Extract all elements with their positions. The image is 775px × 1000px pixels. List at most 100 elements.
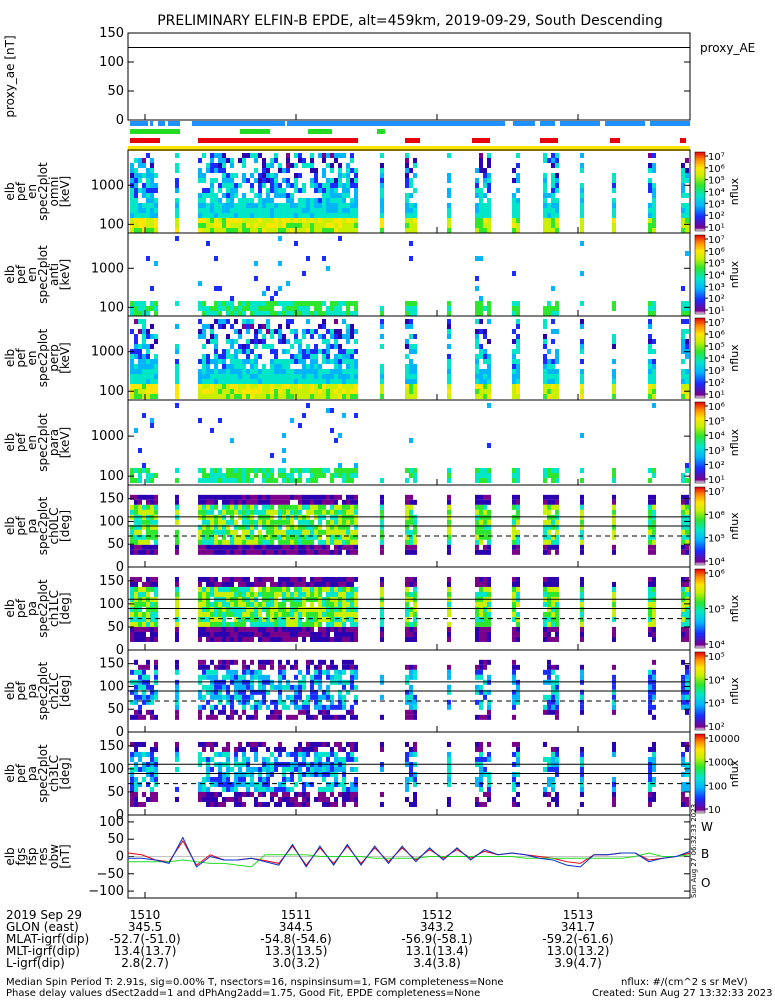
heatmap-cell (350, 601, 354, 607)
heatmap-cell (512, 379, 516, 384)
heatmap-cell (413, 544, 417, 550)
heatmap-cell (409, 549, 413, 555)
heatmap-cell (175, 751, 179, 757)
heatmap-cell (294, 684, 298, 690)
heatmap-cell (543, 374, 547, 379)
heatmap-cell (214, 256, 218, 261)
heatmap-cell (298, 473, 302, 478)
heatmap-cell (138, 756, 142, 762)
heatmap-cell (234, 339, 238, 344)
heatmap-cell (150, 636, 154, 642)
heatmap-cell (198, 544, 202, 550)
heatmap-cell (154, 499, 158, 505)
heatmap-cell (555, 158, 559, 163)
heatmap-cell (230, 709, 234, 715)
heatmap-cell (555, 694, 559, 700)
heatmap-cell (242, 178, 246, 183)
heatmap-cell (555, 524, 559, 530)
heatmap-cell (543, 766, 547, 772)
heatmap-cell (218, 389, 222, 394)
heatmap-cell (551, 746, 555, 752)
heatmap-cell (483, 306, 487, 311)
heatmap-cell (318, 796, 322, 802)
heatmap-cell (409, 576, 413, 582)
heatmap-cell (475, 384, 479, 389)
heatmap-cell (254, 606, 258, 612)
heatmap-cell (652, 311, 656, 316)
heatmap-cell (142, 334, 146, 339)
heatmap-cell (350, 534, 354, 540)
heatmap-cell (322, 616, 326, 622)
heatmap-cell (413, 228, 417, 233)
heatmap-cell (350, 781, 354, 787)
heatmap-cell (322, 468, 326, 473)
heatmap-cell (346, 379, 350, 384)
heatmap-cell (487, 786, 491, 792)
heatmap-cell (266, 674, 270, 680)
heatmap-cell (130, 781, 134, 787)
heatmap-cell (175, 669, 179, 675)
heatmap-cell (286, 796, 290, 802)
heatmap-cell (512, 576, 516, 582)
heatmap-cell (282, 621, 286, 627)
heatmap-cell (294, 751, 298, 757)
heatmap-cell (516, 208, 520, 213)
heatmap-cell (685, 694, 689, 700)
heatmap-cell (405, 694, 409, 700)
heatmap-cell (250, 674, 254, 680)
heatmap-cell (175, 236, 179, 241)
heatmap-cell (322, 626, 326, 632)
heatmap-cell (648, 549, 652, 555)
heatmap-cell (354, 499, 358, 505)
heatmap-cell (543, 591, 547, 597)
heatmap-cell (413, 389, 417, 394)
heatmap-cell (483, 168, 487, 173)
heatmap-cell (150, 364, 154, 369)
heatmap-cell (306, 669, 310, 675)
heatmap-cell (270, 549, 274, 555)
heatmap-cell (483, 384, 487, 389)
heatmap-cell (314, 183, 318, 188)
heatmap-cell (648, 374, 652, 379)
heatmap-cell (346, 504, 350, 510)
heatmap-cell (282, 796, 286, 802)
heatmap-cell (413, 213, 417, 218)
heatmap-cell (290, 311, 294, 316)
heatmap-cell (234, 776, 238, 782)
heatmap-cell (681, 384, 685, 389)
heatmap-cell (278, 796, 282, 802)
heatmap-cell (294, 539, 298, 545)
heatmap-cell (286, 213, 290, 218)
heatmap-cell (551, 499, 555, 505)
heatmap-cell (230, 311, 234, 316)
heatmap-cell (612, 616, 616, 622)
heatmap-cell (314, 198, 318, 203)
heatmap-cell (346, 218, 350, 223)
heatmap-cell (202, 509, 206, 515)
heatmap-cell (342, 766, 346, 772)
heatmap-cell (447, 771, 451, 777)
heatmap-cell (543, 384, 547, 389)
heatmap-cell (612, 468, 616, 473)
heatmap-cell (242, 606, 246, 612)
heatmap-cell (685, 354, 689, 359)
heatmap-cell (298, 606, 302, 612)
heatmap-cell (274, 354, 278, 359)
heatmap-cell (290, 301, 294, 306)
heatmap-cell (346, 374, 350, 379)
heatmap-cell (146, 168, 150, 173)
heatmap-cell (242, 389, 246, 394)
heatmap-cell (342, 374, 346, 379)
heatmap-cell (326, 581, 330, 587)
heatmap-cell (146, 334, 150, 339)
heatmap-cell (222, 601, 226, 607)
heatmap-cell (206, 168, 210, 173)
flag-bar-red (472, 138, 490, 143)
heatmap-cell (512, 659, 516, 665)
heatmap-cell (612, 389, 616, 394)
heatmap-cell (274, 611, 278, 617)
heatmap-cell (342, 684, 346, 690)
heatmap-cell (206, 626, 210, 632)
heatmap-cell (483, 334, 487, 339)
heatmap-cell (206, 369, 210, 374)
